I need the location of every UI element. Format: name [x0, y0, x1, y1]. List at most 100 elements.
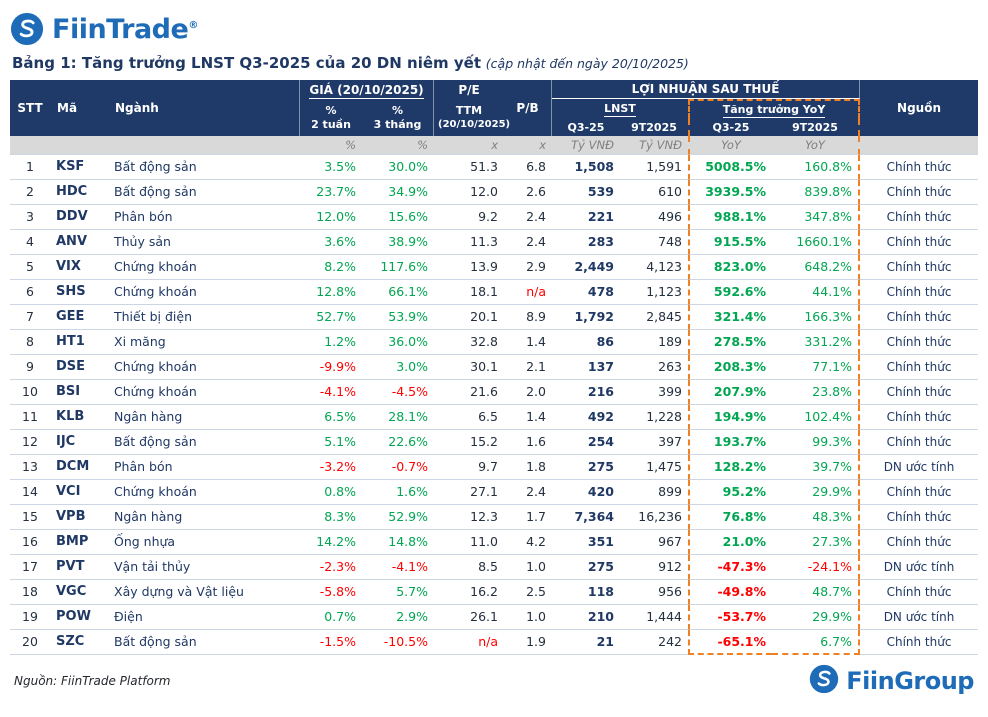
cell-lnst_q3: 1,792 — [552, 305, 620, 330]
col-header-nganh: Ngành — [108, 80, 300, 136]
cell-lnst_9t: 1,123 — [620, 280, 688, 305]
cell-nguon: Chính thức — [860, 405, 979, 430]
col-header-pe: P/E — [434, 80, 504, 100]
cell-p3m: 15.6% — [362, 205, 434, 230]
cell-lnst_9t: 2,845 — [620, 305, 688, 330]
cell-nguon: Chính thức — [860, 480, 979, 505]
cell-nguon: Chính thức — [860, 280, 979, 305]
cell-p2w: 12.0% — [300, 205, 362, 230]
cell-yoy_q3: -65.1% — [688, 629, 772, 655]
table-row: 6 SHS Chứng khoán 12.8% 66.1% 18.1 n/a 478 1,123… — [10, 279, 979, 305]
col-group-gia: GIÁ (20/10/2025) — [300, 80, 434, 100]
table-row: 13 DCM Phân bón -3.2% -0.7% 9.7 1.8 275 1,475 128… — [10, 454, 979, 480]
cell-lnst_q3: 283 — [552, 230, 620, 255]
cell-p3m: 14.8% — [362, 530, 434, 555]
cell-pe: 18.1 — [434, 280, 504, 305]
cell-nganh: Chứng khoán — [108, 255, 300, 280]
cell-yoy_q3: 208.3% — [688, 354, 772, 380]
cell-stt: 10 — [10, 380, 50, 405]
cell-p2w: 12.8% — [300, 280, 362, 305]
cell-lnst_9t: 1,228 — [620, 405, 688, 430]
col-header-3m: % 3 tháng — [362, 99, 434, 136]
table-row: 5 VIX Chứng khoán 8.2% 117.6% 13.9 2.9 2,449 4,1… — [10, 254, 979, 280]
col-group-profit: LỢI NHUẬN SAU THUẾ — [552, 80, 861, 100]
cell-lnst_9t: 397 — [620, 430, 688, 455]
cell-nganh: Bất động sản — [108, 630, 300, 655]
cell-lnst_q3: 492 — [552, 405, 620, 430]
col-header-yoy-9t: 9T2025 — [772, 118, 861, 136]
cell-pb: 2.4 — [504, 480, 552, 505]
cell-yoy_q3: 128.2% — [688, 454, 772, 480]
fiingroup-logo-text: FiinGroup — [846, 666, 974, 695]
cell-p3m: 1.6% — [362, 480, 434, 505]
cell-pb: 1.6 — [504, 430, 552, 455]
cell-pb: 2.6 — [504, 180, 552, 205]
cell-lnst_9t: 4,123 — [620, 255, 688, 280]
fiintrade-logo: FiinTrade® — [10, 8, 978, 50]
cell-p2w: 8.2% — [300, 255, 362, 280]
cell-yoy_9t: 29.9% — [772, 604, 861, 630]
cell-p3m: 34.9% — [362, 180, 434, 205]
cell-nganh: Thủy sản — [108, 230, 300, 255]
cell-ma: BSI — [50, 380, 108, 405]
cell-lnst_9t: 610 — [620, 180, 688, 205]
cell-p2w: -3.2% — [300, 455, 362, 480]
cell-yoy_9t: 839.8% — [772, 179, 861, 205]
cell-lnst_q3: 1,508 — [552, 155, 620, 180]
cell-pb: 1.4 — [504, 330, 552, 355]
col-header-2w: % 2 tuần — [300, 99, 362, 136]
cell-lnst_q3: 7,364 — [552, 505, 620, 530]
cell-pe: 13.9 — [434, 255, 504, 280]
cell-pb: 1.4 — [504, 405, 552, 430]
cell-pb: 2.9 — [504, 255, 552, 280]
cell-stt: 9 — [10, 355, 50, 380]
cell-ma: KSF — [50, 155, 108, 180]
unit-tyvnd-q3: Tỷ VNĐ — [552, 135, 620, 155]
cell-nguon: DN ước tính — [860, 555, 979, 580]
cell-p2w: 23.7% — [300, 180, 362, 205]
cell-ma: PVT — [50, 555, 108, 580]
cell-p2w: 52.7% — [300, 305, 362, 330]
cell-yoy_q3: 194.9% — [688, 404, 772, 430]
cell-nguon: Chính thức — [860, 430, 979, 455]
cell-pb: 1.7 — [504, 505, 552, 530]
cell-nguon: Chính thức — [860, 180, 979, 205]
col-header-lnst-q3: Q3-25 — [552, 118, 620, 136]
cell-lnst_q3: 275 — [552, 455, 620, 480]
cell-p2w: 8.3% — [300, 505, 362, 530]
cell-stt: 7 — [10, 305, 50, 330]
cell-nganh: Chứng khoán — [108, 355, 300, 380]
cell-nganh: Phân bón — [108, 205, 300, 230]
table-row: 12 IJC Bất động sản 5.1% 22.6% 15.2 1.6 254 397 1… — [10, 429, 979, 455]
cell-nganh: Bất động sản — [108, 430, 300, 455]
cell-stt: 12 — [10, 430, 50, 455]
cell-yoy_9t: 27.3% — [772, 529, 861, 555]
table-row: 15 VPB Ngân hàng 8.3% 52.9% 12.3 1.7 7,364 16,23… — [10, 504, 979, 530]
cell-p3m: 22.6% — [362, 430, 434, 455]
cell-pe: 16.2 — [434, 580, 504, 605]
cell-nguon: Chính thức — [860, 505, 979, 530]
cell-yoy_q3: 823.0% — [688, 254, 772, 280]
cell-pe: 20.1 — [434, 305, 504, 330]
cell-yoy_q3: 988.1% — [688, 204, 772, 230]
cell-ma: VIX — [50, 255, 108, 280]
table-row: 3 DDV Phân bón 12.0% 15.6% 9.2 2.4 221 496 988.1%… — [10, 204, 979, 230]
cell-lnst_9t: 899 — [620, 480, 688, 505]
cell-pb: 2.5 — [504, 580, 552, 605]
unit-x-pe: x — [434, 135, 504, 155]
cell-p2w: 0.7% — [300, 605, 362, 630]
cell-lnst_q3: 21 — [552, 630, 620, 655]
cell-lnst_9t: 967 — [620, 530, 688, 555]
cell-p3m: 30.0% — [362, 155, 434, 180]
cell-stt: 13 — [10, 455, 50, 480]
cell-nguon: Chính thức — [860, 155, 979, 180]
cell-nguon: Chính thức — [860, 580, 979, 605]
cell-lnst_9t: 1,475 — [620, 455, 688, 480]
cell-yoy_q3: -49.8% — [688, 579, 772, 605]
cell-yoy_9t: 160.8% — [772, 154, 861, 180]
unit-yoy-q3: YoY — [688, 135, 772, 155]
cell-pe: 12.0 — [434, 180, 504, 205]
footer: Nguồn: FiinTrade Platform FiinGroup — [10, 664, 978, 698]
cell-pb: 1.8 — [504, 455, 552, 480]
